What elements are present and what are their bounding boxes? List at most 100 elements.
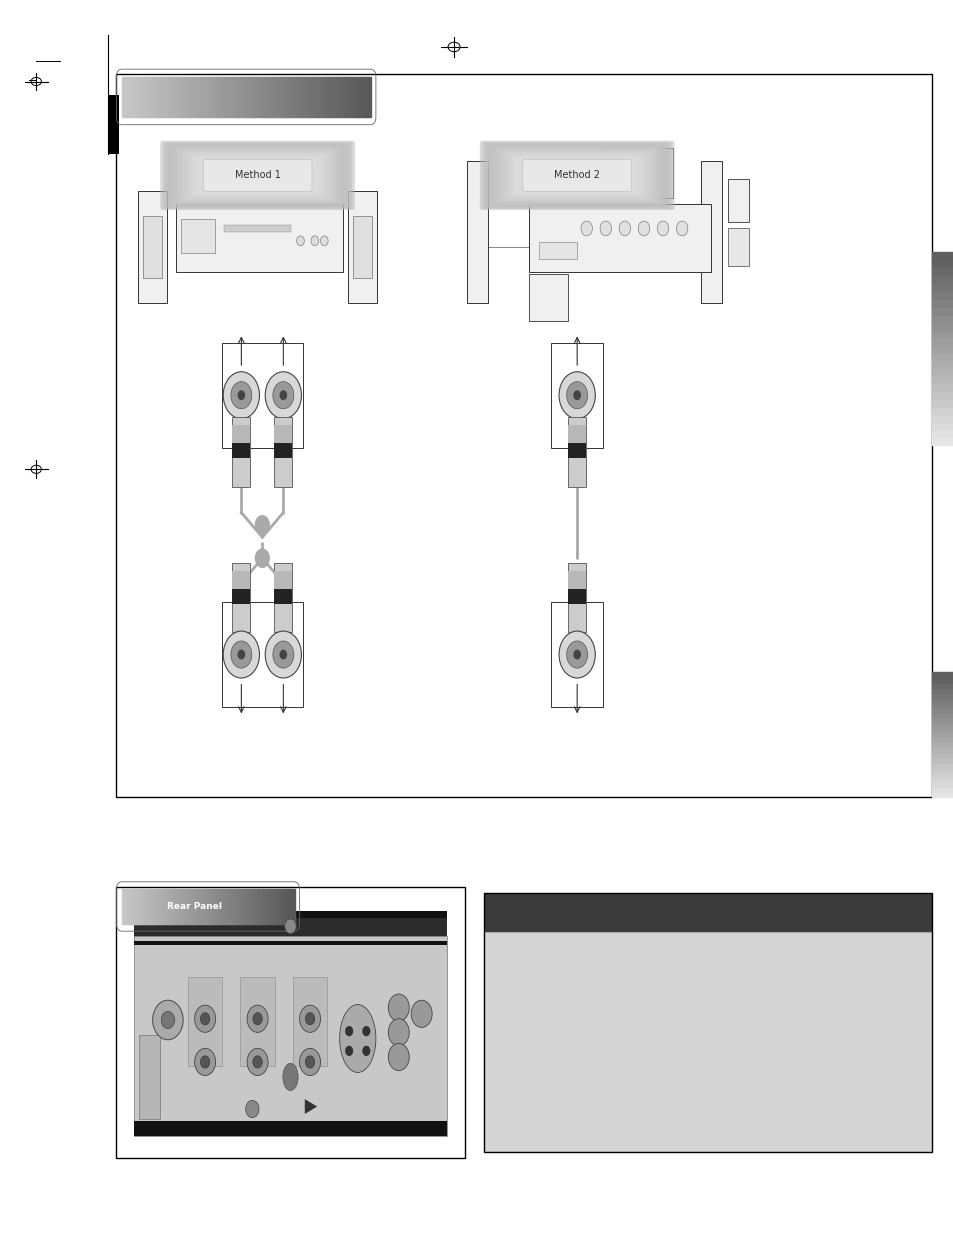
Bar (931, 390, 952, 399)
Bar (357, 77, 362, 117)
Bar (131, 889, 134, 924)
Bar (283, 77, 288, 117)
Bar (274, 417, 293, 487)
Bar (931, 336, 952, 345)
Bar (274, 77, 280, 117)
Bar (931, 367, 952, 375)
Bar (316, 77, 321, 117)
Bar (529, 204, 710, 272)
Circle shape (388, 1044, 409, 1071)
Bar (199, 889, 203, 924)
Bar (291, 889, 294, 924)
Bar (931, 382, 952, 391)
Bar (202, 889, 206, 924)
Bar (148, 889, 152, 924)
Bar (700, 161, 721, 303)
Bar (931, 726, 952, 732)
Bar (931, 731, 952, 737)
FancyBboxPatch shape (183, 151, 332, 200)
Bar (133, 889, 137, 924)
Bar (931, 701, 952, 708)
Bar (279, 889, 283, 924)
Circle shape (388, 1019, 409, 1046)
Bar (295, 77, 300, 117)
Circle shape (618, 221, 630, 236)
Bar (237, 77, 243, 117)
Bar (931, 706, 952, 713)
Bar (931, 746, 952, 752)
Bar (324, 77, 330, 117)
Circle shape (253, 1013, 262, 1025)
Bar (931, 672, 952, 678)
FancyBboxPatch shape (499, 149, 654, 201)
Bar (274, 443, 293, 458)
Bar (931, 352, 952, 361)
Bar (116, 887, 464, 1158)
Circle shape (231, 641, 252, 668)
Circle shape (253, 1056, 262, 1068)
Bar (133, 911, 447, 918)
Bar (299, 77, 305, 117)
Circle shape (231, 382, 252, 409)
Bar (727, 179, 748, 222)
Bar (233, 77, 238, 117)
Bar (361, 77, 367, 117)
Bar (188, 977, 222, 1066)
Bar (312, 77, 317, 117)
Bar (133, 941, 447, 945)
Bar (285, 889, 289, 924)
Bar (931, 756, 952, 762)
Bar (225, 889, 229, 924)
Bar (259, 889, 263, 924)
Bar (153, 889, 157, 924)
Bar (168, 77, 172, 117)
Bar (931, 741, 952, 747)
Bar (138, 77, 144, 117)
Bar (172, 77, 176, 117)
Bar (304, 77, 309, 117)
Bar (176, 204, 343, 272)
Circle shape (558, 631, 595, 678)
Bar (931, 761, 952, 767)
Bar (931, 275, 952, 284)
Bar (931, 343, 952, 353)
Bar (931, 721, 952, 727)
Circle shape (194, 1049, 215, 1076)
Circle shape (345, 1026, 353, 1036)
Bar (228, 889, 232, 924)
Text: Method 2: Method 2 (554, 170, 599, 180)
Bar (239, 889, 243, 924)
Circle shape (273, 641, 294, 668)
Bar (568, 571, 585, 589)
Circle shape (566, 382, 587, 409)
FancyBboxPatch shape (522, 159, 631, 191)
Circle shape (223, 372, 259, 419)
Bar (126, 77, 132, 117)
FancyBboxPatch shape (186, 152, 329, 199)
Bar (242, 77, 247, 117)
Bar (225, 77, 231, 117)
Bar (242, 889, 246, 924)
Bar (236, 889, 240, 924)
Bar (276, 889, 280, 924)
Circle shape (247, 1005, 268, 1032)
Circle shape (246, 1100, 258, 1118)
Circle shape (194, 1005, 215, 1032)
Circle shape (362, 1046, 370, 1056)
Bar (188, 889, 192, 924)
Bar (931, 776, 952, 782)
FancyBboxPatch shape (189, 153, 326, 198)
Bar (274, 589, 293, 604)
Circle shape (676, 221, 687, 236)
Bar (341, 77, 346, 117)
Bar (246, 77, 251, 117)
Bar (931, 321, 952, 330)
Bar (233, 425, 250, 443)
Circle shape (311, 236, 318, 246)
Bar (320, 77, 325, 117)
Bar (240, 977, 274, 1066)
FancyBboxPatch shape (172, 146, 343, 205)
Bar (248, 889, 252, 924)
Bar (142, 889, 146, 924)
FancyBboxPatch shape (502, 151, 651, 200)
